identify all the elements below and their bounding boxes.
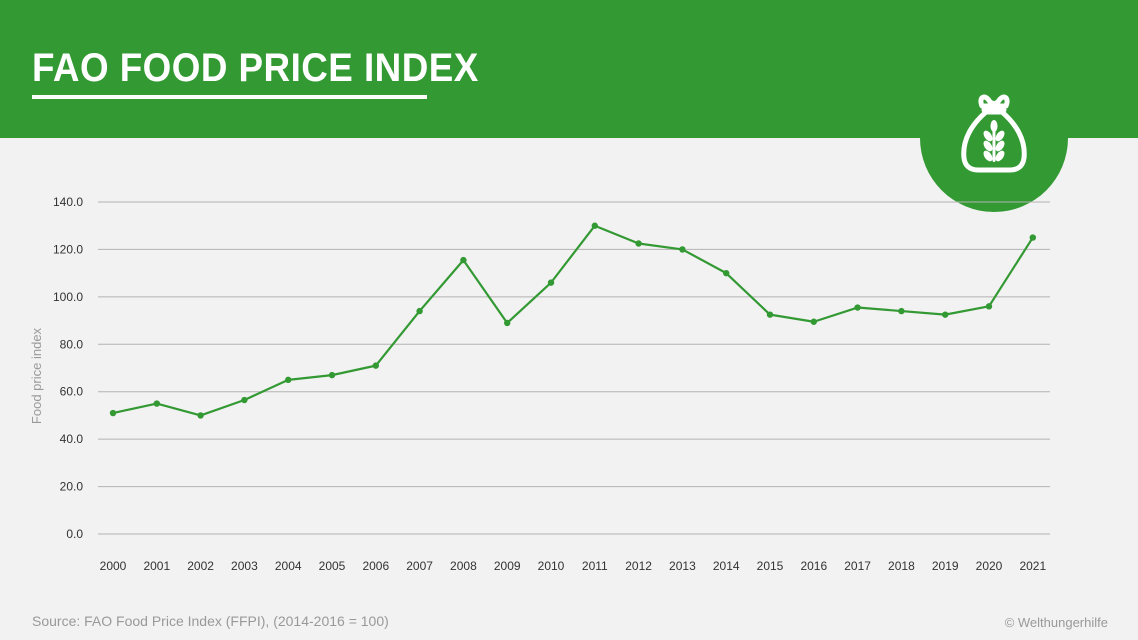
x-tick-label: 2012	[625, 559, 652, 573]
x-tick-label: 2010	[538, 559, 565, 573]
data-point-2013	[679, 246, 686, 253]
x-tick-label: 2017	[844, 559, 871, 573]
data-point-2020	[985, 303, 993, 310]
x-tick-label: 2021	[1019, 559, 1046, 573]
data-point-2019	[942, 311, 949, 318]
copyright-note: © Welthungerhilfe	[1004, 615, 1108, 630]
series-line	[112, 224, 1034, 417]
y-axis-title: Food price index	[29, 327, 44, 424]
x-tick-label: 2013	[669, 559, 696, 573]
data-point-2005	[328, 371, 336, 379]
y-tick-label: 120.0	[53, 242, 83, 256]
data-point-2012	[635, 240, 642, 247]
x-axis-ticks: 2000 2001 2002 2003 2004 2005 2006 2007 2008 2009…	[100, 559, 1047, 573]
header-banner: FAO FOOD PRICE INDEX	[0, 0, 1138, 138]
x-tick-label: 2016	[800, 559, 827, 573]
data-point-2004	[285, 376, 292, 384]
x-tick-label: 2018	[888, 559, 915, 573]
x-tick-label: 2014	[713, 559, 740, 573]
y-tick-label: 60.0	[60, 385, 84, 399]
x-tick-label: 2003	[231, 559, 258, 573]
data-point-2017	[854, 304, 861, 311]
x-tick-label: 2004	[275, 559, 302, 573]
data-point-2007	[416, 307, 423, 315]
data-point-2010	[547, 279, 555, 286]
x-tick-label: 2015	[757, 559, 784, 573]
x-tick-label: 2011	[582, 559, 608, 573]
y-tick-label: 20.0	[60, 480, 84, 494]
x-tick-label: 2009	[494, 559, 521, 573]
x-tick-label: 2020	[976, 559, 1003, 573]
x-tick-label: 2005	[319, 559, 346, 573]
data-point-2015	[766, 311, 774, 318]
data-point-2009	[504, 319, 511, 327]
data-point-2001	[153, 400, 160, 407]
data-point-2016	[810, 318, 817, 325]
data-point-2003	[241, 396, 248, 404]
data-point-2006	[372, 362, 379, 369]
gridlines	[98, 201, 1050, 535]
x-tick-label: 2001	[143, 559, 170, 573]
x-tick-label: 2019	[932, 559, 959, 573]
y-tick-label: 0.0	[66, 527, 83, 541]
data-point-2021	[1029, 234, 1037, 241]
data-point-2008	[460, 256, 467, 264]
y-tick-label: 80.0	[60, 337, 84, 351]
source-note: Source: FAO Food Price Index (FFPI), (20…	[32, 613, 389, 629]
y-tick-label: 100.0	[53, 290, 83, 304]
data-point-2002	[197, 412, 204, 419]
icon-badge	[920, 64, 1068, 212]
y-tick-label: 140.0	[53, 195, 83, 209]
x-tick-label: 2000	[100, 559, 127, 573]
data-point-2014	[723, 269, 730, 277]
x-tick-label: 2007	[406, 559, 433, 573]
x-tick-label: 2006	[362, 559, 389, 573]
title-underline	[32, 95, 427, 99]
series-group	[109, 222, 1037, 419]
x-tick-label: 2008	[450, 559, 477, 573]
data-point-2018	[898, 307, 905, 315]
data-point-2011	[591, 222, 598, 229]
y-tick-label: 40.0	[60, 432, 84, 446]
page-title: FAO FOOD PRICE INDEX	[32, 46, 479, 90]
y-axis-ticks: 0.0 20.0 40.0 60.0 80.0 100.0 120.0 140.0	[53, 195, 83, 541]
data-point-2000	[109, 409, 117, 417]
x-tick-label: 2002	[187, 559, 214, 573]
grain-sack-icon	[961, 94, 1027, 173]
